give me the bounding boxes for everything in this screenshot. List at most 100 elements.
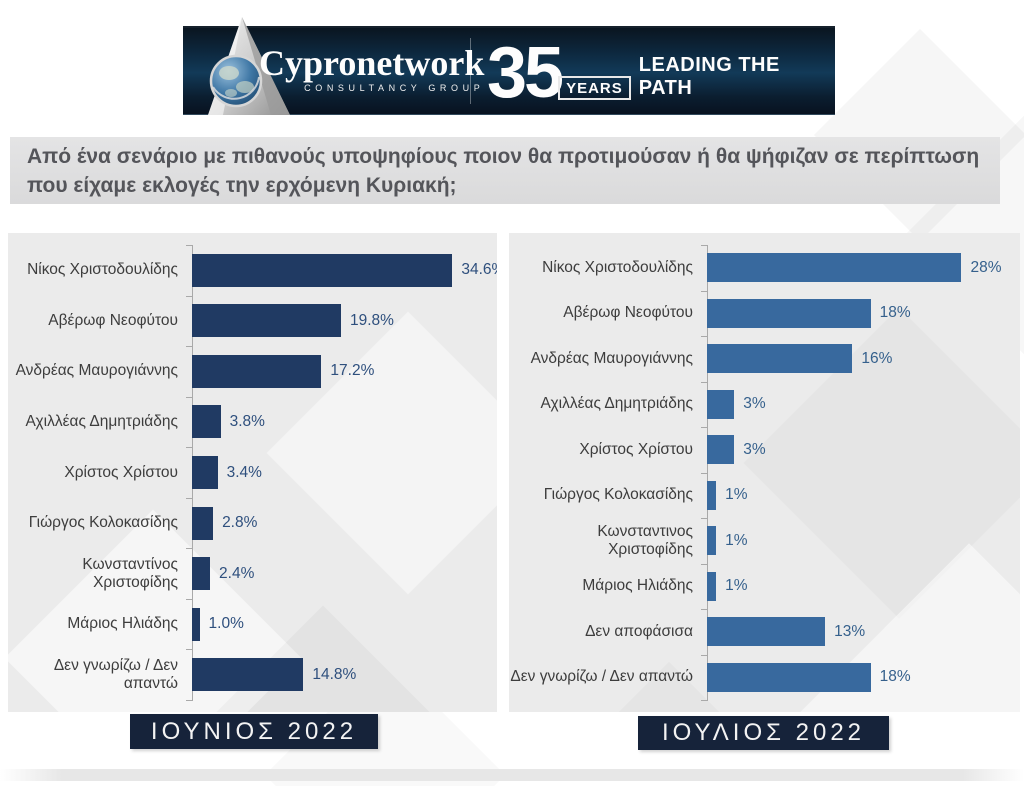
bar-row: Νίκος Χριστοδουλίδης 28% (509, 245, 1016, 291)
value-label: 18% (879, 304, 911, 322)
bar-track: 34.6% (192, 245, 497, 296)
chart-july-title: ΙΟΥΛΙΟΣ 2022 (638, 716, 889, 750)
bar-track: 1% (707, 518, 1016, 564)
value-label: 16% (861, 349, 893, 367)
category-label: Δεν αποφάσισα (585, 622, 693, 640)
watermark-chevron (814, 29, 1024, 241)
bottom-strip (0, 769, 1024, 781)
category-label: Μάριος Ηλιάδης (582, 577, 693, 595)
survey-question: Από ένα σενάριο με πιθανούς υποψηφίους π… (10, 137, 1000, 204)
axis-line (701, 245, 708, 701)
bar (192, 506, 214, 540)
bar (707, 389, 735, 419)
bar-track: 28% (707, 245, 1016, 291)
bar-track: 18% (707, 291, 1016, 337)
anniversary-tagline: LEADING THE PATH (638, 54, 780, 99)
axis-tick (701, 700, 708, 701)
brand-subtitle: CONSULTANCY GROUP (304, 83, 485, 93)
value-label: 1% (725, 486, 748, 504)
anniversary-number: 35 (487, 33, 564, 114)
category-label: Ανδρέας Μαυρογιάννης (530, 349, 693, 367)
bar-row: Αβέρωφ Νεοφύτου 18% (509, 291, 1016, 337)
bar-track: 1% (707, 473, 1016, 519)
bar (707, 526, 717, 556)
category-label: Αβέρωφ Νεοφύτου (48, 311, 178, 329)
bar-track: 1.0% (192, 599, 493, 650)
axis-tick (186, 396, 193, 398)
bar-row: Δεν αποφάσισα 13% (509, 609, 1016, 655)
category-label: Ανδρέας Μαυρογιάννης (15, 362, 178, 380)
bar (707, 480, 717, 510)
bar-track: 3% (707, 382, 1016, 428)
value-label: 1% (725, 577, 748, 595)
bar (707, 662, 871, 692)
bar (707, 253, 962, 283)
header-banner: Cypronetwork CONSULTANCY GROUP 35 YEARS … (183, 17, 835, 115)
bar (192, 304, 341, 338)
bar-track: 1% (707, 564, 1016, 610)
category-label: Αβέρωφ Νεοφύτου (563, 304, 693, 322)
value-label: 3% (743, 395, 766, 413)
category-label: Γιώργος Κολοκασίδης (543, 486, 693, 504)
value-label: 19.8% (349, 311, 394, 329)
bar-track: 3.4% (192, 447, 493, 498)
bar-row: Αχιλλέας Δημητριάδης 3% (509, 382, 1016, 428)
axis-tick (701, 518, 708, 519)
bar-row: Γιώργος Κολοκασίδης 1% (509, 473, 1016, 519)
axis-tick (186, 700, 193, 701)
years-badge: YEARS (558, 76, 631, 100)
bar-track: 18% (707, 655, 1016, 701)
axis-tick (701, 472, 708, 474)
bar-track: 17.2% (192, 346, 493, 397)
question-line-1: Από ένα σενάριο με πιθανούς υποψηφίους π… (27, 145, 980, 168)
brand-name: Cypronetwork (259, 43, 485, 83)
axis-tick (186, 346, 193, 348)
chart-july-panel: Νίκος Χριστοδουλίδης 28% Αβέρωφ Νεοφύτου 18… (509, 233, 1020, 712)
axis-tick (701, 381, 708, 383)
pyramid-globe-icon (193, 15, 295, 119)
value-label: 3% (743, 440, 766, 458)
bar-track: 13% (707, 609, 1016, 655)
category-label: Γιώργος Κολοκασίδης (28, 514, 178, 532)
bar-track: 2.4% (192, 548, 493, 599)
category-label: Κωνσταντίνος Χριστοφίδης (82, 555, 178, 591)
bar-row: Χρίστος Χρίστου 3.4% (8, 447, 493, 498)
category-label: Κωνσταντινος Χριστοφίδης (597, 522, 693, 558)
axis-tick (701, 609, 708, 610)
category-label: Νίκος Χριστοδουλίδης (542, 258, 693, 276)
bar-row: Δεν γνωρίζω / Δεν απαντώ 18% (509, 655, 1016, 701)
bar (707, 571, 717, 601)
bar-track: 2.8% (192, 498, 493, 549)
bar (192, 456, 218, 490)
bar-track: 16% (707, 336, 1016, 382)
bar (192, 658, 304, 692)
bar-row: Νίκος Χριστοδουλίδης 34.6% (8, 245, 497, 296)
bar-track: 3.8% (192, 397, 493, 448)
axis-tick (701, 654, 708, 656)
bar (192, 354, 322, 388)
question-line-2: που είχαμε εκλογές την ερχόμενη Κυριακή; (27, 174, 457, 197)
anniversary-block: 35 YEARS LEADING THE PATH (487, 33, 835, 114)
axis-tick (186, 245, 193, 246)
axis-tick (701, 245, 708, 246)
category-label: Μάριος Ηλιάδης (67, 615, 178, 633)
axis-tick (186, 295, 193, 297)
category-label: Νίκος Χριστοδουλίδης (27, 261, 178, 279)
value-label: 1.0% (208, 615, 244, 633)
value-label: 3.4% (226, 463, 262, 481)
axis-tick (186, 497, 193, 499)
bar (192, 557, 211, 591)
axis-tick (186, 447, 193, 449)
banner-divider (470, 38, 471, 104)
bar-row: Δεν γνωρίζω / Δεν απαντώ 14.8% (8, 650, 493, 701)
bar-rows: Νίκος Χριστοδουλίδης 28% Αβέρωφ Νεοφύτου 18… (509, 245, 1016, 700)
category-label: Χρίστος Χρίστου (64, 463, 178, 481)
axis-tick (701, 290, 708, 292)
axis-tick (701, 563, 708, 565)
bar (707, 617, 826, 647)
value-label: 13% (834, 622, 866, 640)
chart-june-title: ΙΟΥΝΙΟΣ 2022 (130, 714, 378, 749)
category-label: Δεν γνωρίζω / Δεν απαντώ (53, 656, 178, 692)
category-label: Χρίστος Χρίστου (579, 440, 693, 458)
